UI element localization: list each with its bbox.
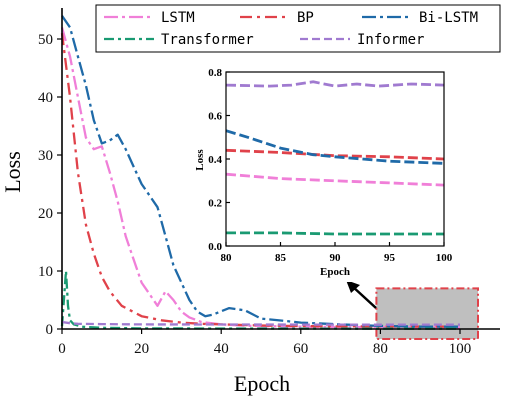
x-axis-title: Epoch bbox=[234, 371, 290, 396]
inset-series-line-bi-lstm bbox=[225, 129, 445, 165]
inset-x-axis-title: Epoch bbox=[320, 266, 350, 278]
zoom-arrow-line bbox=[351, 285, 377, 309]
legend-label-bi-lstm: Bi-LSTM bbox=[419, 10, 478, 26]
inset-y-tick-label: 0.4 bbox=[208, 154, 222, 166]
legend: LSTM BP Bi-LSTM Transformer Informer bbox=[95, 4, 501, 53]
inset-x-tick-label: 85 bbox=[275, 252, 287, 264]
x-tick-label: 100 bbox=[449, 341, 472, 357]
inset-y-tick-label: 0.6 bbox=[208, 111, 222, 123]
inset-series-line-bp bbox=[225, 148, 445, 161]
zoom-arrow-head bbox=[346, 280, 360, 293]
legend-label-lstm: LSTM bbox=[161, 10, 195, 26]
inset-y-tick-label: 0.2 bbox=[208, 198, 222, 210]
inset-background bbox=[200, 68, 462, 282]
inset-y-axis-title: Loss bbox=[194, 149, 206, 171]
x-tick-label: 0 bbox=[58, 341, 66, 357]
y-tick-label: 10 bbox=[38, 264, 53, 280]
series-line-bp bbox=[60, 33, 461, 328]
inset-y-tick-label: 0.8 bbox=[208, 67, 222, 79]
y-axis-title: Loss bbox=[0, 151, 25, 193]
y-tick-label: 20 bbox=[38, 206, 53, 222]
inset-x-tick-label: 100 bbox=[436, 252, 453, 264]
series-line-transformer bbox=[60, 269, 460, 330]
y-tick-label: 0 bbox=[46, 322, 54, 338]
legend-label-bp: BP bbox=[297, 10, 314, 26]
inset-plot: 80 85 90 95 100 0.0 0.2 0.4 0.6 0.8 Epoch Loss bbox=[194, 67, 462, 282]
main-ticks: 0 20 40 60 80 100 0 10 20 30 40 50 bbox=[38, 32, 471, 357]
x-tick-label: 20 bbox=[134, 341, 149, 357]
zoom-arrow bbox=[346, 280, 377, 309]
inset-x-tick-label: 90 bbox=[330, 252, 342, 264]
legend-box bbox=[95, 4, 501, 53]
x-tick-label: 80 bbox=[373, 341, 388, 357]
inset-y-tick-label: 0.0 bbox=[208, 241, 222, 253]
inset-series-line-transformer bbox=[226, 231, 444, 236]
y-tick-label: 50 bbox=[38, 32, 53, 48]
inset-x-tick-label: 80 bbox=[221, 252, 233, 264]
inset-series-line-lstm bbox=[225, 172, 445, 187]
y-tick-label: 30 bbox=[38, 148, 53, 164]
legend-label-informer: Informer bbox=[357, 32, 424, 48]
inset-x-tick-label: 95 bbox=[384, 252, 396, 264]
y-tick-label: 40 bbox=[38, 90, 53, 106]
series-line-informer bbox=[61, 320, 461, 326]
x-tick-label: 60 bbox=[293, 341, 308, 357]
zoom-region-box bbox=[375, 287, 479, 340]
inset-series-line-informer bbox=[225, 80, 445, 88]
inset-series-group bbox=[225, 80, 445, 236]
series-line-bi-lstm bbox=[61, 15, 461, 328]
x-tick-label: 40 bbox=[214, 341, 229, 357]
main-plot: 0 20 40 60 80 100 0 10 20 30 40 50 Epoch Loss bbox=[0, 8, 500, 396]
legend-items: LSTM BP Bi-LSTM Transformer Informer bbox=[104, 10, 478, 48]
legend-label-transformer: Transformer bbox=[161, 32, 254, 48]
main-series-group bbox=[60, 15, 461, 330]
inset-ticks: 80 85 90 95 100 0.0 0.2 0.4 0.6 0.8 bbox=[208, 67, 453, 264]
